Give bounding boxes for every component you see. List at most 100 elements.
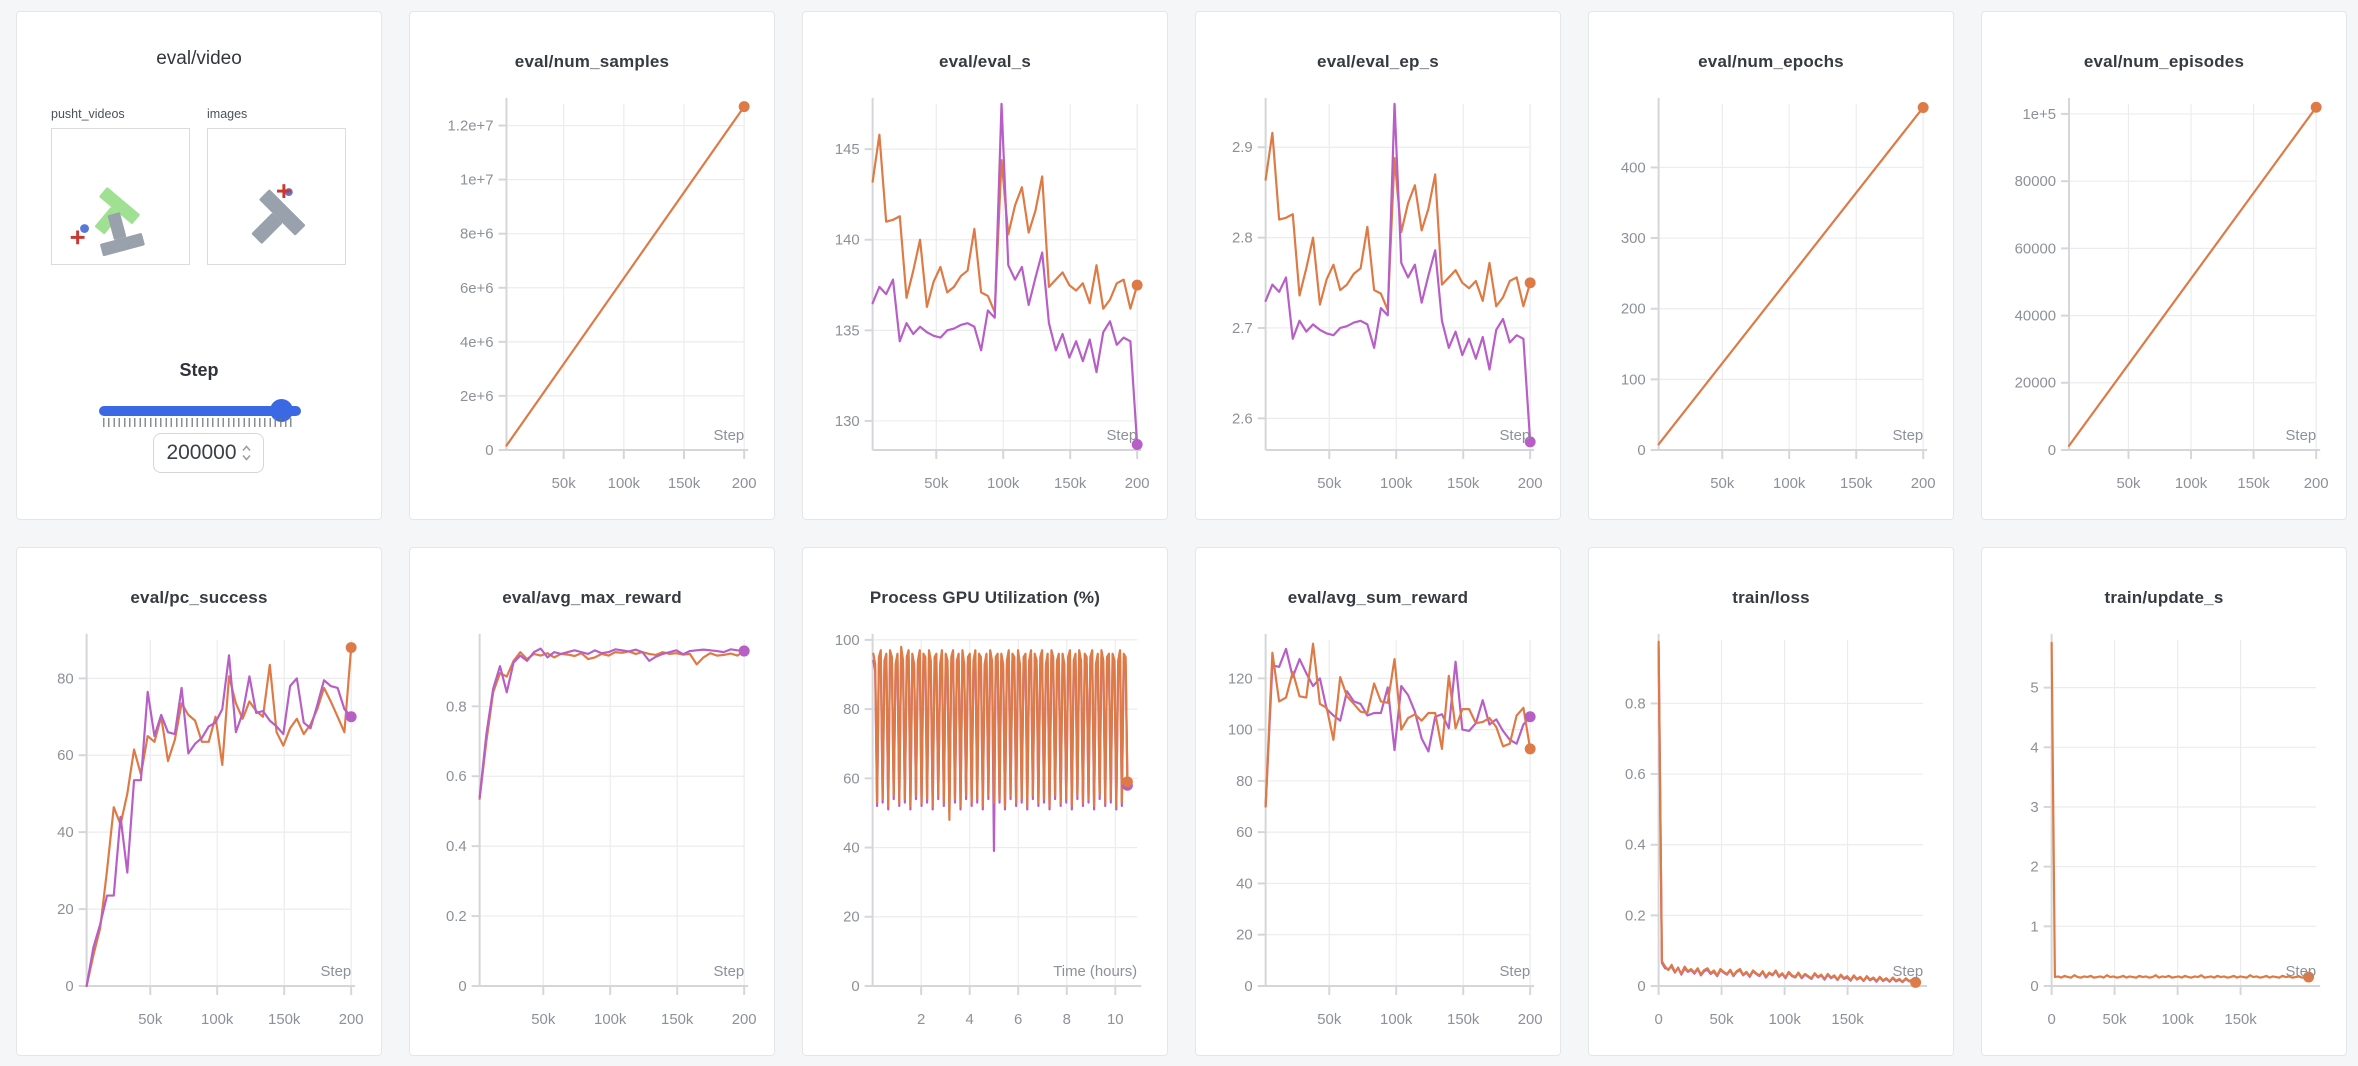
y-tick-label: 2.6 — [1232, 411, 1253, 427]
y-tick-label: 140 — [835, 233, 860, 249]
series-end-dot-purple — [1524, 436, 1536, 448]
video-thumbnail-pusht-videos[interactable] — [51, 128, 190, 265]
panel-eval-video[interactable]: eval/video pusht_videos — [16, 11, 382, 520]
x-axis-label: Step — [2285, 964, 2316, 980]
series-end-dot-purple — [1524, 711, 1536, 723]
spinner-up-icon[interactable] — [241, 445, 251, 452]
x-axis-label: Time (hours) — [1053, 964, 1137, 980]
y-tick-label: 60 — [1236, 825, 1253, 841]
x-axis-label: Step — [1892, 428, 1923, 444]
series-end-dot-orange — [1131, 279, 1143, 291]
x-tick-label: 0 — [2047, 1012, 2055, 1028]
y-tick-label: 3 — [2030, 800, 2038, 816]
y-tick-label: 0.2 — [446, 909, 467, 925]
y-tick-label: 1e+5 — [2023, 107, 2057, 123]
step-slider[interactable] — [99, 399, 301, 422]
panel-title: eval/pc_success — [130, 588, 268, 607]
panel-train-update-s[interactable]: train/update_s 0 1 2 3 4 5 0 50k 100k 150k Step — [1981, 547, 2347, 1056]
y-tick-label: 0 — [2030, 979, 2038, 995]
y-tick-label: 0 — [2048, 443, 2056, 459]
media-row: pusht_videos — [51, 107, 367, 265]
y-tick-label: 130 — [835, 414, 860, 430]
y-tick-label: 8e+6 — [460, 227, 494, 243]
panel-title: eval/video — [156, 48, 242, 69]
x-tick-label: 200 — [732, 476, 757, 492]
y-tick-label: 100 — [835, 633, 860, 649]
y-tick-label: 0.2 — [1625, 908, 1646, 924]
series-line-orange — [505, 105, 746, 447]
panel-eval-num-samples[interactable]: eval/num_samples 0 2e+6 4e+6 6e+6 8e+6 1e+7 1.2… — [409, 11, 775, 520]
y-tick-label: 0 — [1244, 979, 1252, 995]
series-line-orange — [85, 646, 353, 988]
y-tick-label: 0 — [65, 979, 73, 995]
step-slider-track[interactable] — [99, 406, 301, 416]
panel-eval-pc-success[interactable]: eval/pc_success 0 20 40 60 80 50k 100k 150k 200 St… — [16, 547, 382, 1056]
x-tick-label: 50k — [924, 476, 949, 492]
series-line-purple — [478, 647, 746, 799]
chart-train-loss: 0 0.2 0.4 0.6 0.8 0 50k 100k 150k Step — [1625, 633, 1928, 1028]
series-end-dot-orange — [738, 101, 750, 113]
y-tick-label: 135 — [835, 323, 860, 339]
x-tick-label: 10 — [1107, 1012, 1124, 1028]
chart-eval-avg-sum-reward: 0 20 40 60 80 100 120 50k 100k 150k 200 Step — [1228, 633, 1543, 1028]
step-value: 200000 — [166, 441, 237, 464]
series-end-dot-orange — [2303, 971, 2315, 983]
chart-eval-eval-s: 130 135 140 145 50k 100k 150k 200 Step — [835, 97, 1150, 492]
y-tick-label: 40 — [1236, 876, 1253, 892]
panel-eval-num-epochs[interactable]: eval/num_epochs 0 100 200 300 400 50k 100k 150k 2… — [1588, 11, 1954, 520]
step-slider-thumb[interactable] — [270, 399, 293, 422]
series-line-purple — [1264, 102, 1532, 443]
x-tick-label: 50k — [1710, 1012, 1735, 1028]
x-tick-label: 100k — [608, 476, 641, 492]
series-end-dot-orange — [2310, 101, 2322, 113]
y-tick-label: 60 — [57, 748, 74, 764]
agent-dot-icon — [80, 224, 89, 233]
panel-process-gpu-utilization[interactable]: Process GPU Utilization (%) 0 20 40 60 80 100 2… — [802, 547, 1168, 1056]
y-tick-label: 80000 — [2015, 174, 2056, 190]
chart-eval-avg-max-reward: 0 0.2 0.4 0.6 0.8 50k 100k 150k 200 Step — [446, 633, 757, 1028]
media-label: pusht_videos — [51, 107, 125, 121]
goal-cross-icon — [276, 184, 291, 198]
panel-title: eval/avg_max_reward — [502, 588, 682, 607]
x-tick-label: 50k — [2103, 1012, 2128, 1028]
panel-eval-eval-ep-s[interactable]: eval/eval_ep_s 2.6 2.7 2.8 2.9 50k 100k 150k 200… — [1195, 11, 1561, 520]
y-tick-label: 400 — [1621, 160, 1646, 176]
x-tick-label: 200 — [1911, 476, 1936, 492]
series-line-orange — [1657, 640, 1917, 984]
panel-eval-avg-max-reward[interactable]: eval/avg_max_reward 0 0.2 0.4 0.6 0.8 50k 100k 1… — [409, 547, 775, 1056]
y-tick-label: 40 — [57, 825, 74, 841]
video-thumbnail-images[interactable] — [207, 128, 346, 265]
panel-title: eval/eval_ep_s — [1317, 52, 1439, 71]
x-tick-label: 100k — [1773, 476, 1806, 492]
chart-eval-num-episodes: 0 20000 40000 60000 80000 1e+5 50k 100k 150k 200 S… — [2015, 97, 2329, 492]
y-tick-label: 0 — [1637, 979, 1645, 995]
series-end-dot-orange — [1121, 776, 1133, 788]
y-tick-label: 6e+6 — [460, 281, 494, 297]
x-tick-label: 100k — [201, 1012, 234, 1028]
y-tick-label: 0.8 — [446, 699, 467, 715]
spinner-down-icon[interactable] — [241, 454, 251, 461]
media-pusht-videos: pusht_videos — [51, 107, 190, 265]
x-tick-label: 100k — [987, 476, 1020, 492]
y-tick-label: 0 — [485, 443, 493, 459]
panel-eval-eval-s[interactable]: eval/eval_s 130 135 140 145 50k 100k 150k 200 Ste… — [802, 11, 1168, 520]
series-line-purple — [85, 654, 353, 988]
y-tick-label: 20000 — [2015, 376, 2056, 392]
x-tick-label: 6 — [1014, 1012, 1022, 1028]
series-line-purple — [1264, 647, 1532, 808]
panel-title: eval/eval_s — [938, 52, 1031, 71]
x-tick-label: 50k — [138, 1012, 163, 1028]
x-tick-label: 100k — [1380, 1012, 1413, 1028]
panel-eval-avg-sum-reward[interactable]: eval/avg_sum_reward 0 20 40 60 80 100 120 50k 100… — [1195, 547, 1561, 1056]
series-line-orange — [1657, 106, 1925, 446]
series-line-purple — [1657, 645, 1917, 984]
y-tick-label: 100 — [1228, 723, 1253, 739]
step-value-input[interactable]: 200000 — [153, 433, 264, 473]
y-tick-label: 0 — [851, 979, 859, 995]
series-line-orange — [478, 649, 746, 801]
y-tick-label: 0.8 — [1625, 696, 1646, 712]
panel-eval-num-episodes[interactable]: eval/num_episodes 0 20000 40000 60000 80000 1e… — [1981, 11, 2347, 520]
panel-train-loss[interactable]: train/loss 0 0.2 0.4 0.6 0.8 0 50k 100k 150k Step — [1588, 547, 1954, 1056]
y-tick-label: 145 — [835, 142, 860, 158]
